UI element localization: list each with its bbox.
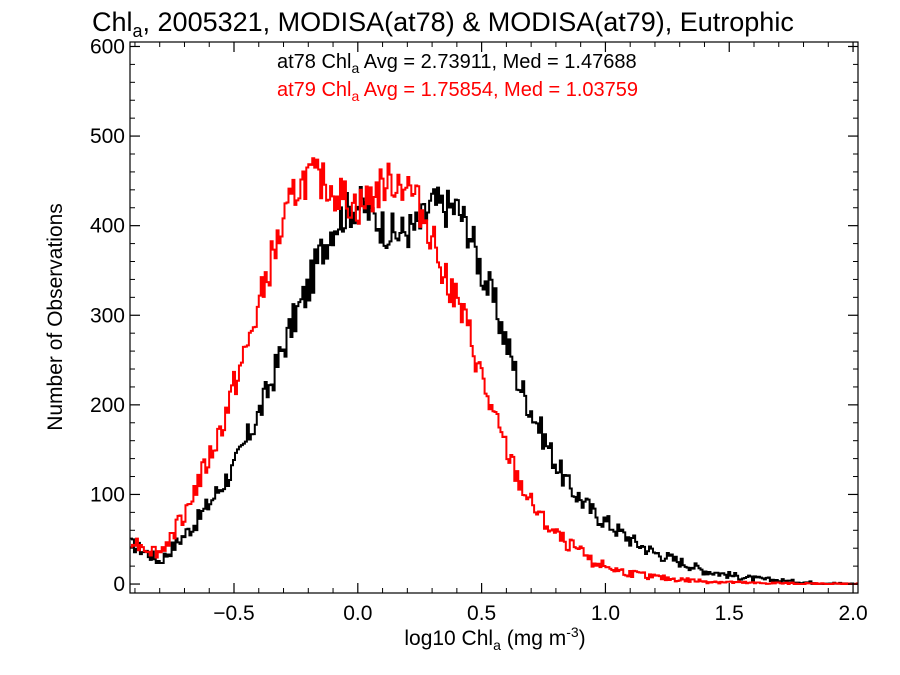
x-axis-title-unit: (mg m <box>501 627 566 650</box>
y-tick-label: 400 <box>90 215 125 238</box>
chart-title-subscript: a <box>133 21 144 41</box>
legend-at78-prefix: at78 Chl <box>277 51 352 73</box>
legend-at79-prefix: at79 Chl <box>277 79 352 101</box>
chart-title-rest: , 2005321, MODISA(at78) & MODISA(at79), … <box>143 7 794 37</box>
x-axis-title-close: ) <box>579 627 586 650</box>
x-tick-label: 0.0 <box>343 602 372 625</box>
x-axis-title-subscript: a <box>493 637 501 653</box>
y-tick-label: 500 <box>90 125 125 148</box>
y-tick-label: 300 <box>90 304 125 327</box>
chart-title-prefix: Chl <box>92 7 133 37</box>
legend-at79-rest: Avg = 1.75854, Med = 1.03759 <box>359 79 638 101</box>
legend-entry-at78: at78 Chla Avg = 2.73911, Med = 1.47688 <box>277 51 637 76</box>
x-tick-label: 1.5 <box>715 602 744 625</box>
x-tick-label: 0.5 <box>467 602 496 625</box>
series-layer <box>130 157 859 586</box>
legend-at78-subscript: a <box>352 60 360 76</box>
y-tick-label: 0 <box>113 573 125 596</box>
x-tick-label: 2.0 <box>838 602 867 625</box>
legend-entry-at79: at79 Chla Avg = 1.75854, Med = 1.03759 <box>277 79 638 104</box>
y-axis-title: Number of Observations <box>44 203 67 431</box>
legend-at79-subscript: a <box>352 88 360 104</box>
legend-at78-rest: Avg = 2.73911, Med = 1.47688 <box>359 51 636 73</box>
histogram-series-at78 <box>130 185 859 586</box>
x-axis-title-superscript: -3 <box>566 624 579 640</box>
y-tick-label: 100 <box>90 483 125 506</box>
y-tick-label: 600 <box>90 35 125 58</box>
x-axis-title-prefix: log10 Chl <box>404 627 493 650</box>
chart-title: Chla, 2005321, MODISA(at78) & MODISA(at7… <box>92 7 794 41</box>
histogram-series-at79 <box>130 157 859 586</box>
x-axis-title: log10 Chla (mg m-3) <box>404 624 585 653</box>
ticks-layer: −0.5 0.0 0.5 1.0 1.5 2.0 0 100 200 300 400 500 600 <box>90 35 868 625</box>
y-tick-label: 200 <box>90 394 125 417</box>
x-tick-label: −0.5 <box>213 602 254 625</box>
x-tick-label: 1.0 <box>591 602 620 625</box>
plot-frame <box>129 41 859 594</box>
